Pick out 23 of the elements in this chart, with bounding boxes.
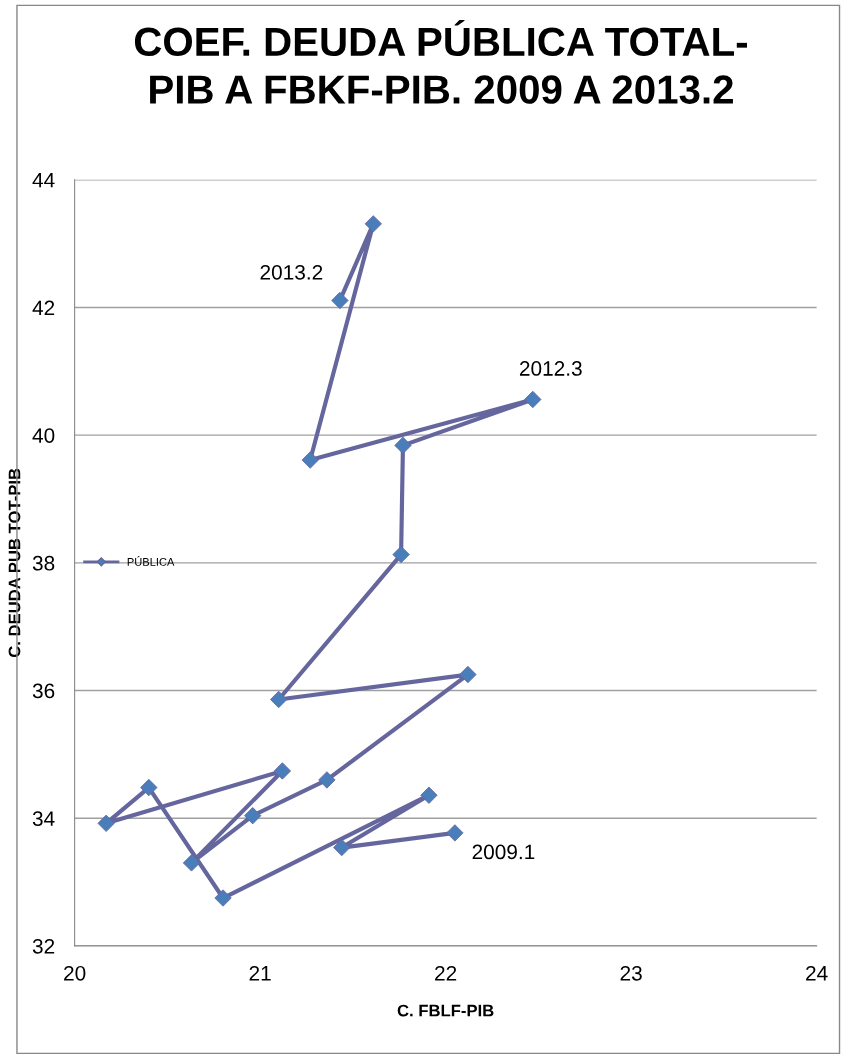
x-axis-title: C. FBLF-PIB (397, 1004, 494, 1017)
y-axis-title: C. DEUDA PUB TOT-PIB (8, 468, 21, 658)
legend-label: PÚBLICA (127, 556, 175, 566)
point (214, 889, 232, 907)
x-tick-label: 23 (620, 965, 642, 981)
chart-title: COEF. DEUDA PÚBLICA TOTAL- PIB A FBKF-PIB. 2009 A 2013.2 (134, 20, 748, 104)
y-tick-label: 34 (32, 811, 55, 826)
annotation: 2013.2 (260, 264, 323, 280)
y-tick-label: 38 (32, 555, 55, 571)
y-tick-label: 36 (32, 683, 55, 699)
x-tick-label: 24 (806, 965, 828, 981)
y-tick-label: 44 (32, 173, 55, 188)
point (270, 690, 288, 709)
annotation: 2012.3 (519, 361, 582, 376)
x-tick-label: 21 (249, 965, 271, 981)
point (318, 771, 336, 789)
y-tick-label: 42 (32, 300, 55, 316)
x-tick-label: 22 (435, 965, 457, 981)
y-tick-label: 40 (32, 428, 55, 443)
y-tick-label: 32 (32, 938, 55, 954)
x-tick-label: 20 (64, 965, 86, 981)
point (446, 824, 464, 842)
annotation: 2009.1 (472, 844, 535, 860)
